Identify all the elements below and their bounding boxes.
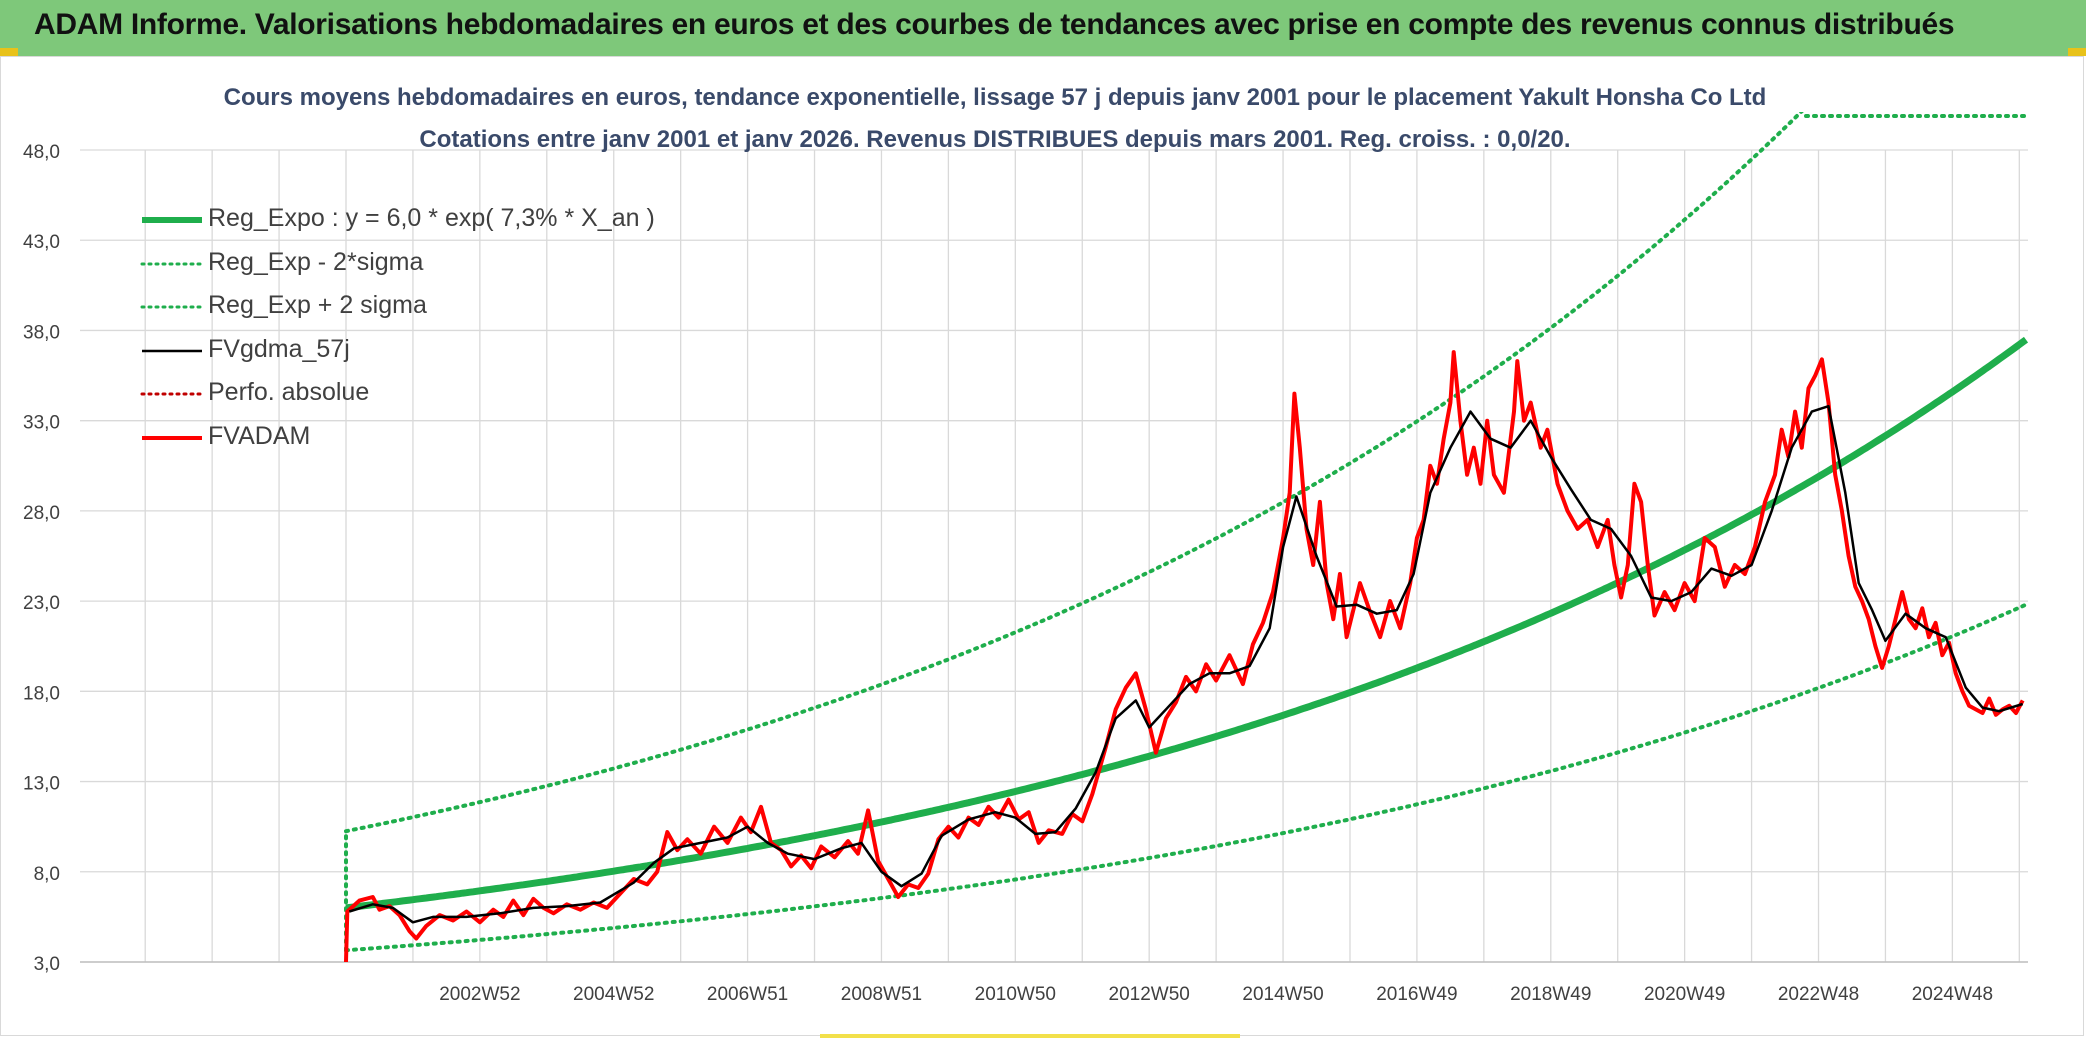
x-tick-label: 2022W48: [1778, 984, 1859, 1005]
legend-swatch: [142, 217, 202, 223]
report-title: ADAM Informe. Valorisations hebdomadaire…: [34, 8, 1955, 41]
x-tick-label: 2020W49: [1644, 984, 1725, 1005]
y-tick-label: 13,0: [23, 774, 60, 795]
legend-label: Perfo. absolue: [208, 378, 370, 406]
legend-label: FVADAM: [208, 421, 311, 450]
legend-label: Reg_Expo : y = 6,0 * exp( 7,3% * X_an ): [208, 204, 655, 232]
x-tick-label: 2014W50: [1242, 984, 1323, 1005]
x-tick-label: 2008W51: [841, 984, 922, 1005]
y-tick-label: 18,0: [23, 683, 60, 704]
grid-lines: [80, 149, 2028, 963]
legend-swatch: [140, 305, 204, 309]
x-axis: 2002W52 2004W52 2006W51 2008W51 2010W50 2012W…: [80, 961, 2028, 1005]
y-tick-label: 38,0: [23, 322, 60, 343]
report-banner: ADAM Informe. Valorisations hebdomadaire…: [0, 0, 2086, 56]
series-lines: [344, 112, 2029, 963]
y-tick-label: 23,0: [23, 593, 60, 614]
x-tick-label: 2010W50: [975, 984, 1056, 1005]
bottom-accent: [820, 1034, 1240, 1038]
legend-swatch: [142, 349, 202, 352]
banner-accent-right: [2068, 48, 2086, 56]
legend-label: Reg_Exp - 2*sigma: [208, 247, 424, 276]
legend-swatch: [142, 435, 202, 440]
y-tick-label: 8,0: [34, 864, 60, 885]
legend-label: FVgdma_57j: [208, 334, 350, 363]
banner-accent-left: [0, 48, 18, 56]
y-tick-label: 33,0: [23, 413, 60, 434]
x-tick-label: 2002W52: [439, 984, 520, 1005]
x-tick-label: 2018W49: [1510, 984, 1591, 1005]
x-tick-label: 2004W52: [573, 984, 654, 1005]
y-tick-label: 3,0: [34, 954, 60, 975]
legend-swatch: [140, 392, 204, 396]
legend-swatch: [140, 262, 204, 265]
y-tick-label: 43,0: [23, 232, 60, 253]
legend-label: Reg_Exp + 2 sigma: [208, 291, 427, 319]
series-line-1: [344, 602, 2028, 953]
x-tick-label: 2012W50: [1109, 984, 1190, 1005]
chart-title: Cours moyens hebdomadaires en euros, ten…: [223, 84, 1767, 111]
series-line-2: [344, 112, 1804, 834]
series-line-5: [344, 350, 2025, 963]
chart-subtitle: Cotations entre janv 2001 et janv 2026. …: [419, 126, 1571, 153]
x-tick-label: 2024W48: [1912, 984, 1993, 1005]
series-line-3: [348, 404, 2024, 924]
series-line-0: [345, 336, 2029, 912]
x-tick-label: 2016W49: [1376, 984, 1457, 1005]
x-tick-label: 2006W51: [707, 984, 788, 1005]
y-tick-label: 48,0: [23, 142, 60, 163]
y-axis: 3,0 8,0 13,0 18,0 23,0 28,0 33,0 38,0 43,0 48,0: [23, 142, 60, 975]
y-tick-label: 28,0: [23, 503, 60, 524]
